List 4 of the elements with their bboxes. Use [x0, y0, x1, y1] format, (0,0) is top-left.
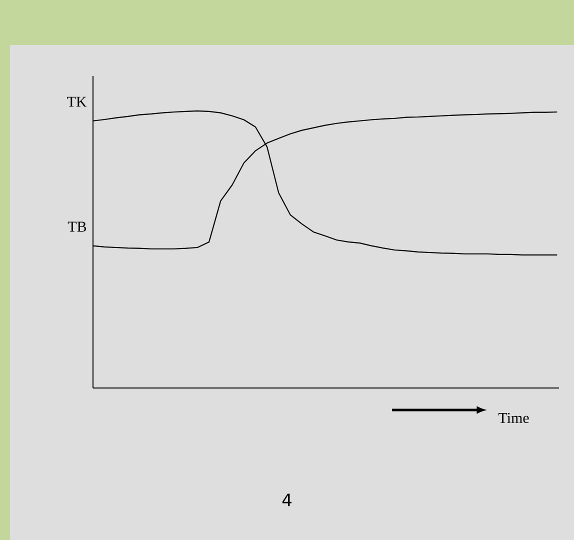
- text: 4: [282, 494, 292, 506]
- text: TK: [67, 96, 87, 107]
- x-axis-title: Time: [498, 412, 529, 424]
- text: TB: [68, 222, 86, 232]
